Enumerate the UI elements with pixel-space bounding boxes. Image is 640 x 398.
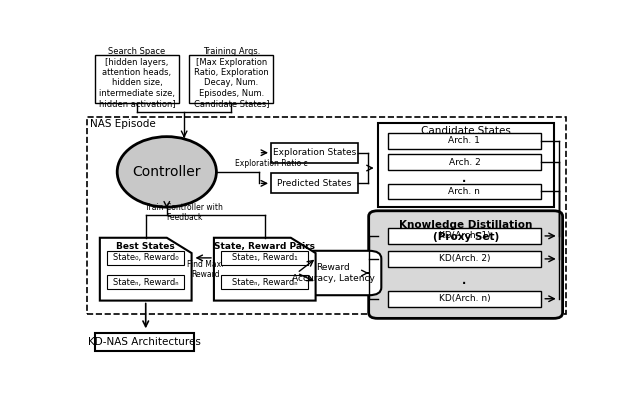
Text: Search Space
[hidden layers,
attention heads,
hidden size,
intermediate size,
hi: Search Space [hidden layers, attention h… [99, 47, 175, 108]
Text: State, Reward Pairs: State, Reward Pairs [214, 242, 316, 252]
Text: KD-NAS Architectures: KD-NAS Architectures [88, 337, 201, 347]
Bar [221, 251, 308, 265]
Text: Find Max.
Reward: Find Max. Reward [187, 260, 223, 279]
Text: Stateₙ, Rewardₙ: Stateₙ, Rewardₙ [232, 278, 298, 287]
Bar [271, 143, 358, 163]
Bar [189, 55, 273, 103]
Bar [95, 333, 194, 351]
Text: Knowledge Distillation
(Proxy Set): Knowledge Distillation (Proxy Set) [399, 220, 532, 242]
Ellipse shape [117, 137, 216, 207]
Text: .: . [461, 168, 468, 186]
Text: Best States: Best States [116, 242, 175, 252]
Bar [221, 275, 308, 289]
Polygon shape [100, 238, 191, 300]
Bar [388, 154, 541, 170]
FancyBboxPatch shape [369, 211, 563, 318]
Bar [378, 123, 554, 207]
Bar [95, 55, 179, 103]
Text: KD(Arch. n): KD(Arch. n) [438, 294, 490, 303]
Text: Exploration Ratio ε: Exploration Ratio ε [235, 159, 307, 168]
Text: Candidate States: Candidate States [420, 127, 511, 137]
Text: Arch. n: Arch. n [449, 187, 481, 196]
Text: Exploration States: Exploration States [273, 148, 356, 157]
Bar [388, 133, 541, 149]
Text: Arch. 1: Arch. 1 [449, 137, 481, 145]
FancyBboxPatch shape [285, 251, 381, 295]
Text: Arch. 2: Arch. 2 [449, 158, 480, 167]
Text: Controller: Controller [132, 165, 201, 179]
Text: Stateₙ, Rewardₙ: Stateₙ, Rewardₙ [113, 278, 179, 287]
Bar [108, 251, 184, 265]
Text: NAS Episode: NAS Episode [90, 119, 156, 129]
Bar [388, 251, 541, 267]
Bar [388, 291, 541, 307]
Text: Predicted States: Predicted States [277, 179, 351, 188]
Bar [388, 183, 541, 199]
Bar [88, 117, 566, 314]
Text: KD(Arch. 1): KD(Arch. 1) [438, 231, 490, 240]
Text: State₀, Reward₀: State₀, Reward₀ [113, 254, 179, 262]
Bar [271, 174, 358, 193]
Polygon shape [214, 238, 316, 300]
Text: KD(Arch. 2): KD(Arch. 2) [438, 254, 490, 263]
Text: Reward
Accuracy, Latency: Reward Accuracy, Latency [292, 263, 374, 283]
Text: Training Args.
[Max Exploration
Ratio, Exploration
Decay, Num.
Episodes, Num.
Ca: Training Args. [Max Exploration Ratio, E… [193, 47, 269, 108]
Bar [388, 228, 541, 244]
Text: .: . [461, 269, 468, 288]
Bar [108, 275, 184, 289]
Text: Train Controller with
Feedback: Train Controller with Feedback [145, 203, 223, 222]
Text: State₁, Reward₁: State₁, Reward₁ [232, 254, 298, 262]
